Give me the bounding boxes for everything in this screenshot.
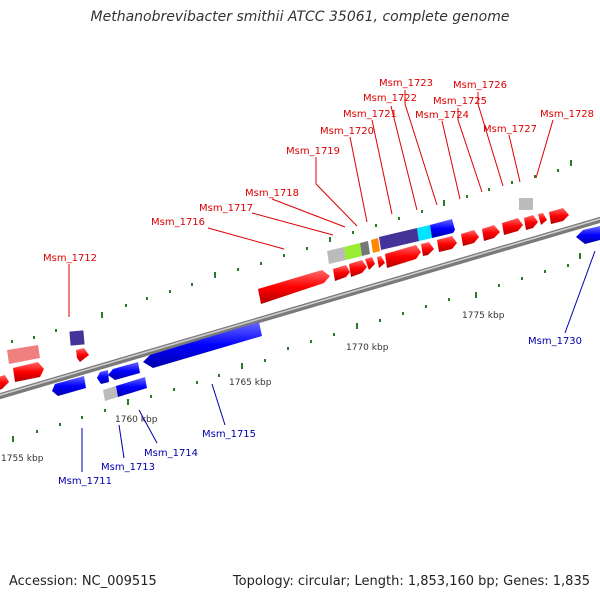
gene-msm-1712[interactable] (69, 330, 85, 346)
gene-msm-1725[interactable] (482, 225, 500, 241)
genome-backbone (0, 216, 600, 400)
gene-msm-pseudo[interactable] (7, 345, 40, 364)
gene-label[interactable]: Msm_1720 (320, 126, 374, 137)
gene-label[interactable]: Msm_1716 (151, 217, 205, 228)
gene-box-gray-lower[interactable] (103, 386, 118, 401)
gene-label[interactable]: Msm_1723 (379, 78, 433, 89)
gene-label[interactable]: Msm_1714 (144, 448, 198, 459)
gene-label[interactable]: Msm_1711 (58, 476, 112, 487)
gene-box-blue[interactable] (430, 219, 455, 238)
gene-msm-1728[interactable] (538, 213, 547, 225)
forward-gene-labels: Msm_1712 Msm_1716 Msm_1717 Msm_1718 Msm_… (43, 78, 594, 264)
gene-msm-1722[interactable] (421, 242, 434, 256)
gene-msm-1711[interactable] (52, 376, 86, 396)
tick-marks-upper (11, 160, 572, 343)
tick-marks-lower (12, 253, 581, 442)
kbp-label: 1755 kbp (1, 454, 44, 464)
gene-label[interactable]: Msm_1724 (415, 110, 469, 121)
gene-label[interactable]: Msm_1727 (483, 124, 537, 135)
gene-label[interactable]: Msm_1713 (101, 462, 155, 473)
gene-label[interactable]: Msm_1725 (433, 96, 487, 107)
accession-text: Accession: NC_009515 (9, 574, 157, 589)
gene-label[interactable]: Msm_1728 (540, 109, 594, 120)
gene-msm-1716[interactable] (258, 270, 330, 304)
reverse-genes (52, 226, 600, 401)
gene-msm-1724[interactable] (461, 230, 479, 246)
gene-msm-1717[interactable] (333, 265, 350, 281)
reverse-leader-lines (81, 250, 596, 472)
genome-stats-text: Topology: circular; Length: 1,853,160 bp… (232, 574, 590, 589)
gene-msm-1726[interactable] (502, 218, 523, 235)
gene-box-cyan[interactable] (417, 225, 432, 241)
gene-label[interactable]: Msm_1715 (202, 429, 256, 440)
gene-box-gray3[interactable] (519, 198, 533, 210)
kbp-label: 1775 kbp (462, 311, 505, 321)
gene-msm-1723[interactable] (437, 236, 457, 252)
gene-msm-1712b[interactable] (76, 348, 89, 362)
gene-box-gray2[interactable] (360, 241, 370, 256)
gene-label[interactable]: Msm_1718 (245, 188, 299, 199)
forward-genes (0, 198, 569, 391)
gene-box-orange[interactable] (371, 238, 380, 253)
gene-label[interactable]: Msm_1726 (453, 80, 507, 91)
gene-msm-1730[interactable] (576, 226, 600, 244)
kbp-label: 1770 kbp (346, 343, 389, 353)
gene-msm-1710[interactable] (13, 362, 44, 382)
gene-msm-1713[interactable] (108, 362, 140, 380)
gene-label[interactable]: Msm_1722 (363, 93, 417, 104)
gene-msm-1715[interactable] (143, 322, 262, 368)
gene-msm-1721[interactable] (385, 245, 421, 268)
gene-msm-1727[interactable] (524, 215, 538, 230)
gene-msm-1729[interactable] (549, 208, 569, 224)
gene-msm-1718[interactable] (349, 260, 367, 277)
kbp-label: 1765 kbp (229, 378, 272, 388)
gene-msm-1711b[interactable] (97, 370, 109, 384)
gene-box-lime[interactable] (344, 243, 362, 260)
gene-msm-1720[interactable] (377, 256, 385, 268)
gene-box-gray[interactable] (327, 247, 346, 264)
gene-label[interactable]: Msm_1717 (199, 203, 253, 214)
gene-label[interactable]: Msm_1730 (528, 336, 582, 347)
page-title: Methanobrevibacter smithii ATCC 35061, c… (90, 9, 510, 25)
gene-msm-1714[interactable] (112, 377, 147, 397)
kbp-label: 1760 kbp (115, 415, 158, 425)
forward-leader-lines (68, 90, 554, 317)
gene-msm-1719[interactable] (365, 257, 375, 270)
gene-box-purple[interactable] (379, 228, 419, 250)
reverse-gene-labels: Msm_1711 Msm_1713 Msm_1714 Msm_1715 Msm_… (58, 336, 582, 487)
gene-label[interactable]: Msm_1712 (43, 253, 97, 264)
gene-msm-1709[interactable] (0, 375, 9, 391)
gene-label[interactable]: Msm_1719 (286, 146, 340, 157)
gene-label[interactable]: Msm_1721 (343, 109, 397, 120)
